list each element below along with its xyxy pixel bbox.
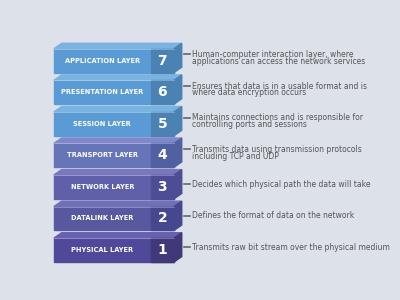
- Polygon shape: [174, 138, 182, 167]
- Polygon shape: [54, 80, 174, 104]
- Text: 4: 4: [158, 148, 167, 162]
- Text: 1: 1: [158, 243, 167, 257]
- Polygon shape: [54, 112, 174, 136]
- Polygon shape: [54, 169, 182, 175]
- Text: PHYSICAL LAYER: PHYSICAL LAYER: [71, 247, 133, 253]
- Text: 3: 3: [158, 180, 167, 194]
- Text: 2: 2: [158, 212, 167, 226]
- Polygon shape: [174, 233, 182, 262]
- Text: 5: 5: [158, 117, 167, 131]
- Polygon shape: [54, 175, 174, 199]
- Text: Human-computer interaction layer, where: Human-computer interaction layer, where: [192, 50, 353, 59]
- Polygon shape: [174, 169, 182, 199]
- Polygon shape: [54, 238, 174, 262]
- Polygon shape: [174, 75, 182, 104]
- Polygon shape: [54, 207, 174, 230]
- Polygon shape: [54, 43, 182, 49]
- Text: Transmits raw bit stream over the physical medium: Transmits raw bit stream over the physic…: [192, 243, 390, 252]
- Polygon shape: [174, 43, 182, 73]
- Text: NETWORK LAYER: NETWORK LAYER: [70, 184, 134, 190]
- Polygon shape: [54, 49, 174, 73]
- Text: where data encryption occurs: where data encryption occurs: [192, 88, 306, 98]
- Text: PRESENTATION LAYER: PRESENTATION LAYER: [61, 89, 144, 95]
- Text: Decides which physical path the data will take: Decides which physical path the data wil…: [192, 180, 370, 189]
- Polygon shape: [54, 75, 182, 80]
- Polygon shape: [151, 112, 174, 136]
- Text: Maintains connections and is responsible for: Maintains connections and is responsible…: [192, 113, 363, 122]
- Text: 7: 7: [158, 54, 167, 68]
- Polygon shape: [54, 138, 182, 143]
- Polygon shape: [151, 143, 174, 167]
- Polygon shape: [151, 207, 174, 230]
- Polygon shape: [54, 201, 182, 207]
- Polygon shape: [174, 106, 182, 136]
- Polygon shape: [54, 106, 182, 112]
- Polygon shape: [151, 49, 174, 73]
- Polygon shape: [174, 201, 182, 230]
- Text: controlling ports and sessions: controlling ports and sessions: [192, 120, 307, 129]
- Polygon shape: [151, 175, 174, 199]
- Text: including TCP and UDP: including TCP and UDP: [192, 152, 279, 160]
- Polygon shape: [54, 143, 174, 167]
- Polygon shape: [151, 238, 174, 262]
- Polygon shape: [151, 80, 174, 104]
- Polygon shape: [54, 233, 182, 238]
- Text: DATALINK LAYER: DATALINK LAYER: [71, 215, 134, 221]
- Text: TRANSPORT LAYER: TRANSPORT LAYER: [67, 152, 138, 158]
- Text: APPLICATION LAYER: APPLICATION LAYER: [65, 58, 140, 64]
- Text: Ensures that data is in a usable format and is: Ensures that data is in a usable format …: [192, 82, 367, 91]
- Text: 6: 6: [158, 85, 167, 99]
- Text: Defines the format of data on the network: Defines the format of data on the networ…: [192, 211, 354, 220]
- Text: SESSION LAYER: SESSION LAYER: [74, 121, 131, 127]
- Text: applications can access the network services: applications can access the network serv…: [192, 57, 365, 66]
- Text: Transmits data using transmission protocols: Transmits data using transmission protoc…: [192, 145, 362, 154]
